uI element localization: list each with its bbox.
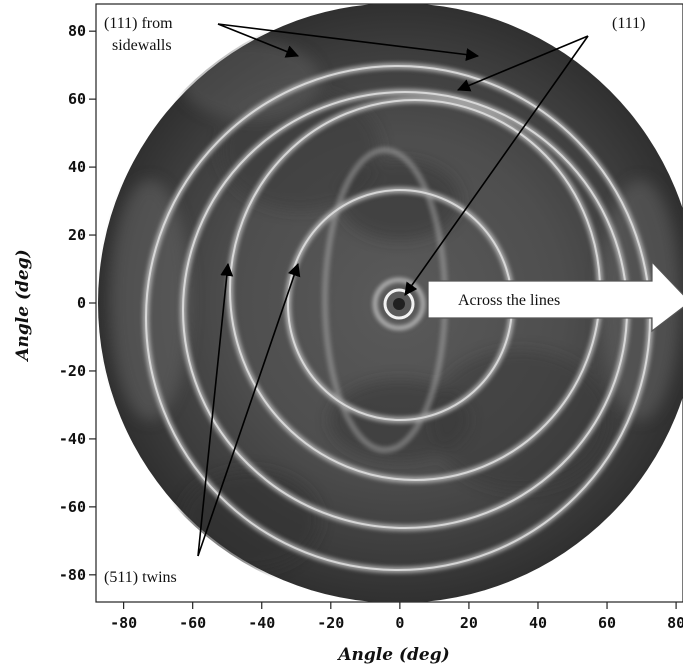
x-tick-label: -60 bbox=[179, 614, 206, 632]
x-tick-label: -20 bbox=[317, 614, 344, 632]
y-tick-label: 0 bbox=[77, 294, 86, 312]
x-tick-label: 60 bbox=[598, 614, 616, 632]
x-tick-label: -40 bbox=[248, 614, 275, 632]
across-lines-label: Across the lines bbox=[458, 292, 560, 309]
central-spot bbox=[373, 278, 425, 330]
annotation-511-twins: (511) twins bbox=[104, 569, 177, 586]
y-tick-label: 40 bbox=[68, 158, 86, 176]
x-tick-label: 20 bbox=[460, 614, 478, 632]
y-tick-label: -20 bbox=[59, 362, 86, 380]
y-axis: 80 60 40 20 0 -20 -40 -60 -80 bbox=[59, 22, 96, 584]
y-tick-label: 60 bbox=[68, 90, 86, 108]
y-tick-label: -60 bbox=[59, 498, 86, 516]
y-tick-label: 80 bbox=[68, 22, 86, 40]
annotation-arrows bbox=[197, 23, 589, 557]
y-axis-title: Angle (deg) bbox=[13, 249, 33, 362]
x-axis: -80 -60 -40 -20 0 20 40 60 80 bbox=[110, 602, 683, 632]
heatmap-disc bbox=[98, 4, 683, 602]
across-lines-arrow: Across the lines bbox=[427, 260, 683, 333]
y-tick-label: -40 bbox=[59, 430, 86, 448]
x-tick-label: 0 bbox=[395, 614, 404, 632]
annotation-sidewalls: (111) from sidewalls bbox=[104, 15, 173, 54]
x-axis-title: Angle (deg) bbox=[336, 645, 449, 665]
x-tick-label: 40 bbox=[529, 614, 547, 632]
y-tick-label: -80 bbox=[59, 566, 86, 584]
y-tick-label: 20 bbox=[68, 226, 86, 244]
x-tick-label: -80 bbox=[110, 614, 137, 632]
x-tick-label: 80 bbox=[667, 614, 683, 632]
annotation-111: (111) bbox=[612, 15, 645, 32]
